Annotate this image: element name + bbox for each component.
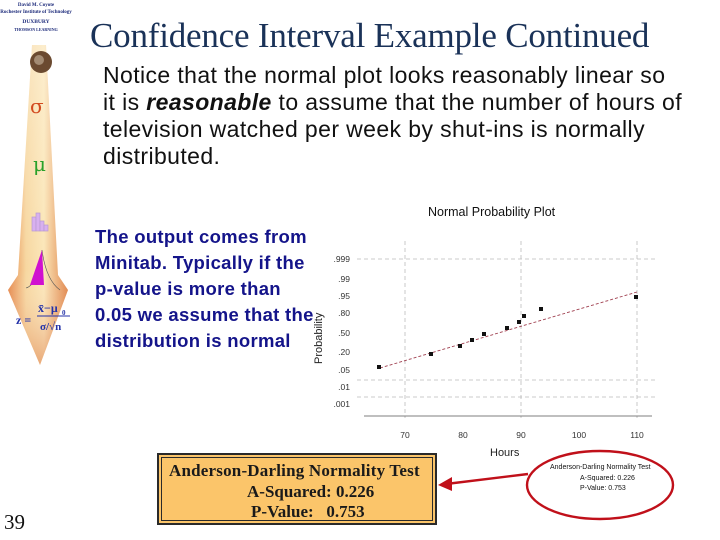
svg-text:.99: .99 (338, 274, 350, 284)
svg-text:.80: .80 (338, 308, 350, 318)
svg-text:100: 100 (572, 430, 586, 440)
anderson-darling-box: Anderson-Darling Normality Test A-Square… (157, 453, 437, 525)
svg-text:A-Squared: 0.226: A-Squared: 0.226 (580, 475, 635, 482)
intro-text-after: to assume that the number of hours of te… (103, 89, 683, 169)
svg-text:90: 90 (516, 430, 526, 440)
svg-text:P-Value: 0.753: P-Value: 0.753 (580, 485, 626, 492)
ad-test-title: Anderson-Darling Normality Test (169, 461, 420, 480)
ad-a-squared: A-Squared: 0.226 (247, 482, 375, 501)
sigma-symbol: σ (30, 94, 44, 118)
svg-text:.50: .50 (338, 328, 350, 338)
svg-text:70: 70 (400, 430, 410, 440)
x-axis-label: Hours (490, 447, 520, 459)
svg-text:.001: .001 (333, 399, 350, 409)
x-tick-labels: 70 80 90 100 110 (400, 430, 644, 440)
svg-text:.999: .999 (333, 254, 350, 264)
slide-title: Confidence Interval Example Continued (90, 16, 650, 55)
intro-text-before: Notice that the normal plot looks reason… (103, 62, 666, 115)
page-number: 39 (4, 510, 25, 534)
mu-symbol: μ (33, 152, 46, 176)
svg-text:.01: .01 (338, 382, 350, 392)
minitab-note: The output comes from Minitab. Typically… (95, 226, 314, 351)
chart-title: Normal Probability Plot (428, 205, 556, 219)
publisher-logo: DUXBURY (22, 19, 50, 25)
svg-text:.95: .95 (338, 291, 350, 301)
y-axis-label: Probability (313, 312, 325, 364)
grid-lines (357, 241, 657, 418)
intro-paragraph: Notice that the normal plot looks reason… (103, 62, 683, 170)
ad-p-value: P-Value: 0.753 (251, 502, 365, 521)
svg-text:z =: z = (16, 313, 31, 327)
y-tick-labels: .999 .99 .95 .80 .50 .20 .05 .01 .001 (333, 254, 350, 409)
data-points (377, 295, 638, 369)
intro-emphasis: reasonable (146, 89, 272, 115)
svg-text:Anderson-Darling Normality Tes: Anderson-Darling Normality Test (550, 464, 651, 471)
svg-text:.20: .20 (338, 347, 350, 357)
author-institution: Rochester Institute of Technology (0, 10, 72, 15)
author-credits: David M. Coyote Rochester Institute of T… (0, 2, 72, 33)
tie-decoration-icon (8, 45, 68, 365)
svg-text:110: 110 (630, 430, 644, 440)
svg-text:0: 0 (62, 309, 66, 317)
author-name: David M. Coyote (17, 3, 55, 8)
publisher-sub: THOMSON LEARNING (14, 27, 58, 32)
arrow-icon (438, 477, 452, 491)
z-formula: z = x̄−μ 0 σ/√n (16, 300, 76, 344)
svg-text:80: 80 (458, 430, 468, 440)
svg-text:.05: .05 (338, 365, 350, 375)
svg-text:σ/√n: σ/√n (40, 321, 61, 333)
callout-ellipse: Anderson-Darling Normality Test A-Square… (438, 449, 675, 521)
normal-probability-plot: Normal Probability Plot .999 .99 .95 .80… (313, 205, 657, 459)
svg-text:x̄−μ: x̄−μ (38, 301, 58, 315)
